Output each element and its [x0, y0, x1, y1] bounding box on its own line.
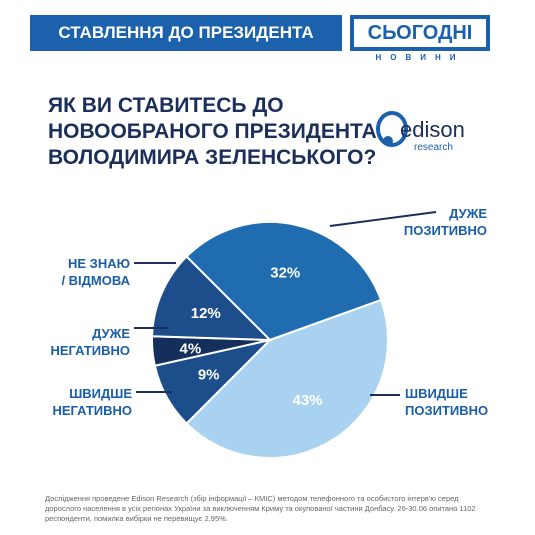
logo-name: edison	[400, 117, 465, 142]
pie-slice	[151, 255, 273, 342]
question-line: ЯК ВИ СТАВИТЕСЬ ДО	[48, 94, 284, 117]
category-label: ДУЖЕ НЕГАТИВНО	[50, 326, 130, 358]
brand: СЬОГОДНІ	[354, 19, 486, 47]
brand-sub: НОВИНИ	[375, 53, 465, 62]
value-label: 4%	[180, 341, 202, 358]
category-label: НЕ ЗНАЮ / ВІДМОВА	[61, 256, 130, 288]
category-label: ШВИДШЕ ПОЗИТИВНО	[405, 386, 489, 418]
edison-logo: edison research	[376, 111, 465, 153]
leaders	[134, 211, 437, 396]
question-line: НОВООБРАНОГО ПРЕЗИДЕНТА	[48, 120, 377, 143]
value-label: 32%	[270, 265, 300, 282]
footnote: Дослідження проведене Edison Research (з…	[45, 494, 476, 523]
pie-slice	[185, 298, 389, 459]
value-label: 12%	[191, 305, 221, 322]
header-title: СТАВЛЕННЯ ДО ПРЕЗИДЕНТА	[58, 23, 314, 42]
logo-swirl	[376, 111, 408, 147]
question-line: ВОЛОДИМИРА ЗЕЛЕНСЬКОГО?	[48, 146, 377, 169]
question: ЯК ВИ СТАВИТЕСЬ ДО НОВООБРАНОГО ПРЕЗИДЕН…	[48, 93, 377, 171]
logo-sub: research	[414, 142, 453, 153]
value-label: 43%	[292, 392, 322, 409]
logo-dot	[383, 136, 393, 146]
category-label: ШВИДШЕ НЕГАТИВНО	[52, 386, 132, 418]
category-label: ДУЖЕ ПОЗИТИВНО	[403, 206, 487, 238]
value-label: 9%	[198, 367, 220, 384]
header-band	[30, 15, 342, 51]
pie-slice	[185, 221, 383, 342]
leader-line	[329, 211, 437, 227]
